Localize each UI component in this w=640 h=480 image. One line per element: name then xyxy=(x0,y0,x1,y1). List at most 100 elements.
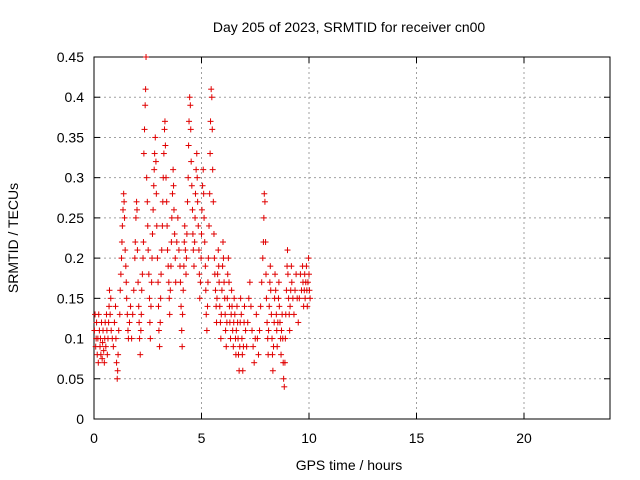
data-point xyxy=(237,295,244,302)
data-point xyxy=(145,247,152,254)
data-point xyxy=(147,335,154,342)
data-point xyxy=(230,343,237,350)
data-point xyxy=(149,255,156,262)
data-point xyxy=(135,279,142,286)
data-point xyxy=(199,182,206,189)
data-point xyxy=(100,347,107,354)
data-point xyxy=(266,303,273,310)
grid-lines xyxy=(94,57,610,419)
data-point xyxy=(131,255,138,262)
data-point xyxy=(212,287,219,294)
data-point xyxy=(193,150,200,157)
data-point xyxy=(260,214,267,221)
data-point xyxy=(275,279,282,286)
data-point xyxy=(239,367,246,374)
data-point xyxy=(211,255,218,262)
data-point xyxy=(111,319,118,326)
data-point xyxy=(175,247,182,254)
data-point xyxy=(190,247,197,254)
data-point xyxy=(204,303,211,310)
data-point xyxy=(194,174,201,181)
data-point xyxy=(223,343,230,350)
data-point xyxy=(129,311,136,318)
data-point xyxy=(132,214,139,221)
data-point xyxy=(117,271,124,278)
data-point xyxy=(161,118,168,125)
data-point xyxy=(188,158,195,165)
data-point xyxy=(107,295,114,302)
data-point xyxy=(118,239,125,246)
data-points xyxy=(91,54,314,390)
data-point xyxy=(171,230,178,237)
data-point xyxy=(134,247,141,254)
data-point xyxy=(150,206,157,213)
data-point xyxy=(303,263,310,270)
data-point xyxy=(157,319,164,326)
y-tick-label: 0.25 xyxy=(57,210,84,226)
data-point xyxy=(196,295,203,302)
data-point xyxy=(167,263,174,270)
data-point xyxy=(149,230,156,237)
data-point xyxy=(182,247,189,254)
data-point xyxy=(192,190,199,197)
data-point xyxy=(284,247,291,254)
data-point xyxy=(108,327,115,334)
data-point xyxy=(263,295,270,302)
data-point xyxy=(121,214,128,221)
data-point xyxy=(95,311,102,318)
chart-title: Day 205 of 2023, SRMTID for receiver cn0… xyxy=(213,19,486,35)
data-point xyxy=(258,279,265,286)
data-point xyxy=(97,343,104,350)
y-tick-label: 0.2 xyxy=(65,250,85,266)
data-point xyxy=(210,198,217,205)
data-point xyxy=(127,303,134,310)
data-point xyxy=(106,287,113,294)
data-point xyxy=(233,303,240,310)
y-axis-ticks: 0 0.05 0.1 0.15 0.2 0.25 0.3 0.35 0.4 0.45 xyxy=(57,49,610,427)
data-point xyxy=(140,150,147,157)
data-point xyxy=(281,359,288,366)
data-point xyxy=(172,255,179,262)
data-point xyxy=(202,263,209,270)
data-point xyxy=(115,351,122,358)
data-point xyxy=(157,295,164,302)
data-point xyxy=(259,255,266,262)
data-point xyxy=(167,287,174,294)
data-point xyxy=(198,206,205,213)
data-point xyxy=(209,126,216,133)
data-point xyxy=(163,198,170,205)
data-point xyxy=(247,303,254,310)
data-point xyxy=(216,303,223,310)
data-point xyxy=(245,295,252,302)
data-point xyxy=(276,319,283,326)
data-point xyxy=(269,367,276,374)
data-point xyxy=(153,190,160,197)
data-point xyxy=(275,295,282,302)
data-point xyxy=(161,126,168,133)
data-point xyxy=(154,255,161,262)
data-point xyxy=(304,279,311,286)
plot-frame xyxy=(93,56,611,420)
data-point xyxy=(153,222,160,229)
data-point xyxy=(147,303,154,310)
data-point xyxy=(158,247,165,254)
data-point xyxy=(219,263,226,270)
data-point xyxy=(179,343,186,350)
x-tick-label: 10 xyxy=(301,430,317,446)
data-point xyxy=(136,319,143,326)
x-tick-label: 20 xyxy=(516,430,532,446)
data-point xyxy=(142,102,149,109)
data-point xyxy=(185,174,192,181)
data-point xyxy=(208,86,215,93)
data-point xyxy=(278,351,285,358)
data-point xyxy=(287,303,294,310)
data-point xyxy=(120,190,127,197)
data-point xyxy=(198,255,205,262)
data-point xyxy=(185,142,192,149)
data-point xyxy=(152,158,159,165)
data-point xyxy=(305,255,312,262)
data-point xyxy=(246,279,253,286)
data-point xyxy=(205,255,212,262)
data-point xyxy=(144,198,151,205)
data-point xyxy=(183,271,190,278)
